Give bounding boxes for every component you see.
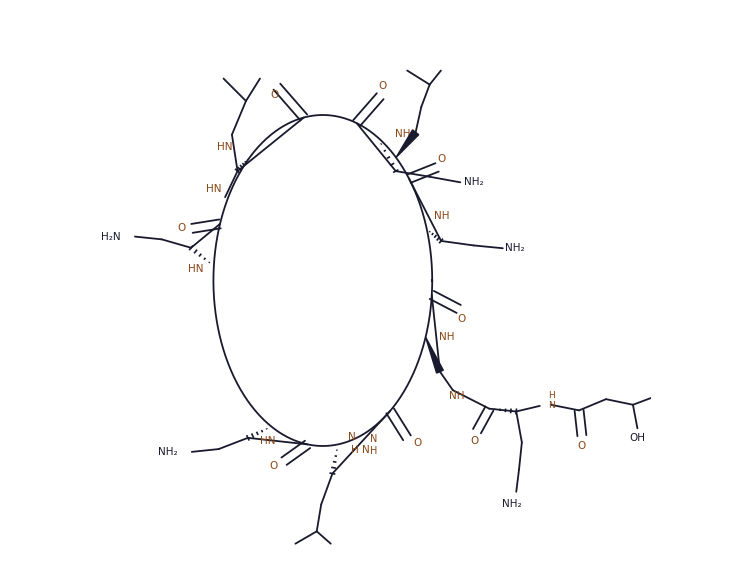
Text: N
H: N H <box>370 434 378 456</box>
Text: N: N <box>348 432 356 442</box>
Polygon shape <box>396 130 419 158</box>
Text: HN: HN <box>187 264 203 274</box>
Text: OH: OH <box>629 434 645 443</box>
Text: NH₂: NH₂ <box>465 177 484 187</box>
Text: N: N <box>362 445 370 455</box>
Text: O: O <box>270 461 278 471</box>
Text: O: O <box>178 223 186 233</box>
Text: O: O <box>379 81 387 91</box>
Text: NH: NH <box>439 332 454 342</box>
Text: HN: HN <box>260 436 276 445</box>
Text: HN: HN <box>206 184 222 194</box>
Text: O: O <box>457 314 465 324</box>
Text: O: O <box>270 90 279 100</box>
Polygon shape <box>425 337 443 373</box>
Text: O: O <box>578 441 586 450</box>
Text: H: H <box>350 445 359 455</box>
Text: O: O <box>470 436 478 446</box>
Text: H
N: H N <box>548 390 554 410</box>
Text: H₂N: H₂N <box>102 232 121 242</box>
Text: NH: NH <box>395 128 410 139</box>
Text: HN: HN <box>216 142 232 153</box>
Text: NH₂: NH₂ <box>158 447 178 457</box>
Text: O: O <box>437 154 445 164</box>
Text: NH: NH <box>449 391 465 401</box>
Text: NH₂: NH₂ <box>505 243 525 253</box>
Text: NH₂: NH₂ <box>502 499 522 509</box>
Text: O: O <box>413 439 421 448</box>
Text: NH: NH <box>434 211 450 220</box>
